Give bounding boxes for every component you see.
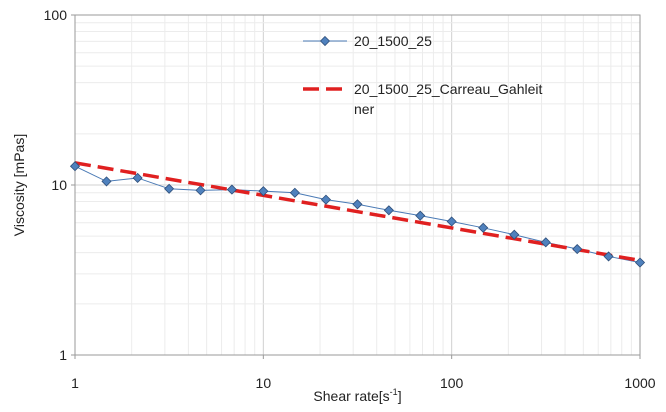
data-point-marker <box>195 185 206 196</box>
tick-layer: 1 10 100 1000 1 10 100 <box>44 7 656 391</box>
y-tick-label: 10 <box>51 177 67 193</box>
x-axis-title-sup: -1 <box>390 387 398 397</box>
data-point-marker <box>540 237 551 248</box>
data-point-marker <box>101 176 112 187</box>
data-point-marker <box>226 184 237 195</box>
data-point-marker <box>132 172 143 184</box>
series-fit-line <box>74 161 641 263</box>
y-tick-label: 100 <box>44 7 68 23</box>
data-point-marker <box>383 205 394 216</box>
y-tick-label: 1 <box>59 347 67 363</box>
x-axis-title: Shear rate[s-1] <box>313 387 401 404</box>
legend-diamond-icon <box>319 35 331 47</box>
x-axis-title-text: Shear rate[s <box>313 388 389 404</box>
series-layer <box>69 161 646 268</box>
data-point-marker <box>258 186 269 197</box>
data-point-marker <box>352 199 363 210</box>
data-point-marker <box>478 222 489 233</box>
legend-label-fit-line: 20_1500_25_Carreau_Gahleit <box>354 81 542 97</box>
data-point-marker <box>415 210 426 221</box>
y-axis-title: Viscosity [mPas] <box>11 134 27 236</box>
data-point-marker <box>446 216 457 227</box>
data-point-marker <box>509 229 520 240</box>
x-axis-title-end: ] <box>398 388 402 404</box>
legend-label-fit-line: ner <box>354 101 375 117</box>
data-point-marker <box>634 257 646 268</box>
data-point-marker <box>572 243 583 255</box>
x-tick-label: 10 <box>256 375 272 391</box>
series-measured-line <box>74 165 641 263</box>
data-point-marker <box>69 161 81 172</box>
grid-layer <box>75 15 640 355</box>
x-tick-label: 1 <box>71 375 79 391</box>
legend-label-measured: 20_1500_25 <box>354 33 432 49</box>
data-point-marker <box>603 251 614 262</box>
data-point-marker <box>289 187 300 198</box>
x-tick-label: 1000 <box>624 375 655 391</box>
data-point-marker <box>320 194 332 205</box>
data-point-marker <box>164 183 175 194</box>
x-tick-label: 100 <box>440 375 464 391</box>
